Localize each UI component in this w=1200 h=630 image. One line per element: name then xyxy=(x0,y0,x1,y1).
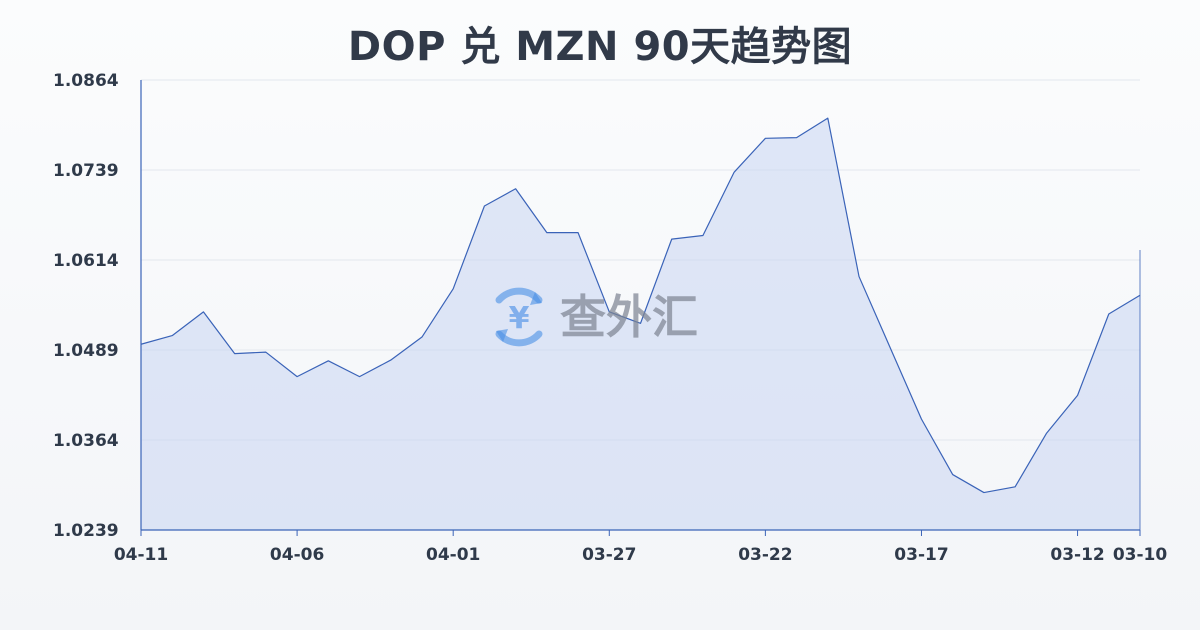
chart-title: DOP 兑 MZN 90天趋势图 xyxy=(347,24,853,70)
y-tick-label: 1.0864 xyxy=(53,71,119,91)
watermark: ¥ 查外汇 xyxy=(495,287,698,347)
axis-layer: 1.0864 1.0739 1.0614 1.0489 1.0364 1.0239 04-1… xyxy=(53,71,1167,565)
y-tick-label: 1.0739 xyxy=(53,161,119,181)
y-tick-label: 1.0364 xyxy=(53,431,119,451)
y-tick-label: 1.0489 xyxy=(53,341,119,361)
y-tick-label: 1.0239 xyxy=(53,521,119,541)
x-tick-label: 04-11 xyxy=(114,545,168,565)
area-layer xyxy=(140,117,1141,530)
watermark-text: 查外汇 xyxy=(560,290,698,344)
x-tick-label: 03-17 xyxy=(894,545,948,565)
x-tick-label: 03-10 xyxy=(1113,545,1168,565)
x-tick-label: 03-27 xyxy=(582,545,636,565)
series-line xyxy=(140,117,1141,494)
x-tick-label: 03-12 xyxy=(1050,545,1104,565)
svg-text:¥: ¥ xyxy=(509,301,530,336)
x-tick-label: 04-01 xyxy=(426,545,480,565)
yen-cycle-icon: ¥ xyxy=(495,287,543,347)
y-tick-label: 1.0614 xyxy=(53,251,119,271)
x-tick-label: 04-06 xyxy=(270,545,324,565)
x-tick-label: 03-22 xyxy=(738,545,792,565)
area-fill xyxy=(141,118,1140,530)
